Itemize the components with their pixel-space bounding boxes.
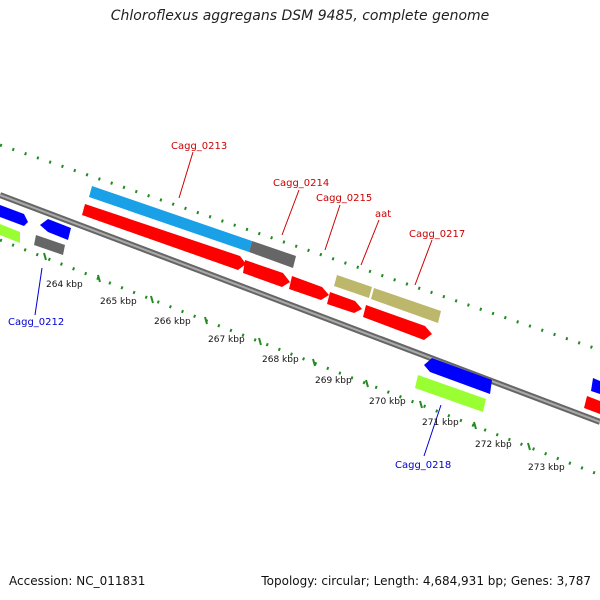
leader-0214: [281, 189, 300, 236]
tick-mark: [419, 400, 423, 409]
feature-cds-0217: [363, 305, 432, 340]
topology-text: Topology: circular; Length: 4,684,931 bp…: [261, 574, 591, 588]
gene-label-cagg-0214: Cagg_0214: [273, 178, 329, 189]
tick-label: 264 kbp: [46, 280, 83, 290]
leader-0212: [34, 267, 43, 316]
feature-tan-aat: [334, 275, 372, 298]
tick-mark: [312, 358, 316, 367]
feature-lime-0218: [415, 375, 486, 412]
leader-0215: [324, 204, 341, 251]
tick-mark: [43, 252, 47, 261]
tick-label: 269 kbp: [315, 376, 352, 386]
feature-cds-aat: [327, 292, 362, 313]
outer-dotted-track: [0, 143, 600, 352]
tick-mark: [150, 295, 154, 304]
tick-label: 270 kbp: [369, 397, 406, 407]
tick-label: 268 kbp: [262, 355, 299, 365]
feature-cds-0214: [243, 260, 290, 287]
leader-0218: [423, 404, 442, 457]
feature-cds-0213: [82, 204, 246, 270]
label-leaders: [34, 151, 442, 457]
accession-text: Accession: NC_011831: [9, 574, 146, 588]
feature-lime-left: [0, 224, 20, 243]
tick-label: 265 kbp: [100, 297, 137, 307]
feature-blue-0212: [40, 219, 71, 240]
feature-blue-0218: [424, 358, 492, 394]
gene-label-cagg-0217: Cagg_0217: [409, 229, 465, 240]
feature-pseudo-0212: [34, 235, 65, 255]
tick-mark: [204, 316, 208, 325]
feature-blue-left: [0, 205, 28, 226]
gene-label-cagg-0215: Cagg_0215: [316, 193, 372, 204]
tick-mark: [97, 274, 101, 283]
tick-mark: [473, 421, 477, 430]
feature-pseudo-0213: [249, 241, 296, 268]
tick-label: 272 kbp: [475, 440, 512, 450]
genome-backbone-highlight: [0, 194, 600, 423]
leader-0213: [178, 151, 194, 199]
features: [0, 186, 600, 414]
tick-mark: [365, 379, 369, 388]
tick-mark: [527, 442, 531, 451]
feature-cds-right: [584, 396, 600, 414]
leader-aat: [360, 219, 380, 266]
feature-cds-0215: [289, 276, 329, 300]
feature-blue-right: [591, 378, 600, 394]
gene-label-cagg-0213: Cagg_0213: [171, 141, 227, 152]
gene-label-aat: aat: [375, 209, 391, 220]
gene-label-cagg-0212: Cagg_0212: [8, 317, 64, 328]
tick-marks: [43, 252, 531, 451]
map-title: Chloroflexus aggregans DSM 9485, complet…: [110, 8, 490, 24]
tick-mark: [258, 337, 262, 346]
tick-label: 273 kbp: [528, 463, 565, 473]
tick-label: 271 kbp: [422, 418, 459, 428]
leader-0217: [414, 239, 433, 286]
tick-label: 267 kbp: [208, 335, 245, 345]
gene-label-cagg-0218: Cagg_0218: [395, 460, 451, 471]
feature-tan-0217: [371, 288, 441, 323]
feature-gene-0213: [89, 186, 252, 252]
tick-label: 266 kbp: [154, 317, 191, 327]
